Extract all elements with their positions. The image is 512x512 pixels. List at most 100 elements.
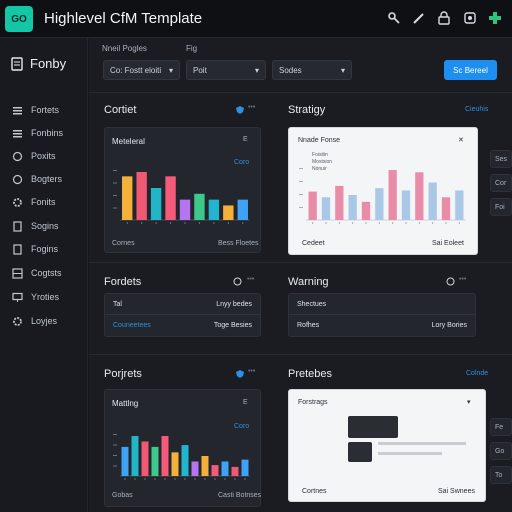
table-row[interactable]: Couneetees Toge Besies bbox=[105, 315, 260, 336]
close-icon[interactable]: ✕ bbox=[458, 137, 464, 144]
side-card[interactable]: Go bbox=[490, 442, 512, 460]
x-tick bbox=[134, 478, 136, 480]
filter-select-3[interactable]: Sodes ▾ bbox=[272, 60, 352, 80]
contact-card-link[interactable]: Coro bbox=[234, 159, 250, 166]
chevron-down-icon[interactable]: ▾ bbox=[467, 399, 471, 406]
sidebar bbox=[0, 38, 88, 512]
x-tick bbox=[184, 222, 186, 224]
sidebar-item-yroties[interactable]: Yroties bbox=[12, 289, 59, 305]
sidebar-item-label: Fortets bbox=[31, 105, 60, 115]
x-tick bbox=[312, 222, 314, 224]
gear-icon bbox=[13, 197, 22, 207]
ports-row2-right: Toge Besies bbox=[213, 322, 252, 329]
sidebar-item-fogins[interactable]: Fogins bbox=[12, 241, 58, 257]
x-tick bbox=[124, 478, 126, 480]
pencil-icon[interactable] bbox=[411, 10, 427, 26]
wrench-icon[interactable] bbox=[386, 10, 402, 26]
contact-section-title: Cortiet bbox=[104, 104, 137, 116]
more-icon[interactable]: ••• bbox=[247, 276, 255, 283]
projects-footer-right: Casti Botnses bbox=[218, 492, 262, 499]
chart-bar bbox=[208, 199, 220, 220]
card-corner-badge[interactable]: E bbox=[243, 399, 248, 406]
filter-select-1[interactable]: Co: Fostt eloiti ▾ bbox=[103, 60, 180, 80]
pretebes-link[interactable]: Colnde bbox=[466, 370, 489, 377]
pretebes-card bbox=[288, 389, 486, 502]
side-card[interactable]: Ses bbox=[490, 150, 512, 168]
x-tick bbox=[198, 222, 200, 224]
contact-footer-left: Cornes bbox=[112, 240, 135, 247]
x-tick bbox=[170, 222, 172, 224]
x-tick bbox=[365, 222, 367, 224]
settings-icon[interactable] bbox=[462, 10, 478, 26]
shield-icon[interactable] bbox=[236, 370, 244, 378]
chart-bar bbox=[428, 182, 437, 220]
skeleton-line bbox=[378, 452, 442, 455]
legend-item-1: Foisitin bbox=[312, 152, 328, 158]
x-tick bbox=[164, 478, 166, 480]
filter-select-2[interactable]: Poit ▾ bbox=[186, 60, 266, 80]
more-icon[interactable]: ••• bbox=[248, 368, 256, 375]
x-tick bbox=[144, 478, 146, 480]
preview-block[interactable] bbox=[348, 416, 398, 438]
chart-bar bbox=[191, 461, 199, 476]
more-icon[interactable]: ••• bbox=[459, 276, 467, 283]
primary-action-button[interactable]: Sc Bereel bbox=[444, 60, 497, 80]
y-tick bbox=[113, 207, 117, 209]
pretebes-footer-left: Cortnes bbox=[302, 488, 327, 495]
sidebar-item-fonbins[interactable]: Fonbins bbox=[12, 125, 63, 141]
monitor-icon bbox=[12, 292, 23, 302]
info-icon[interactable] bbox=[233, 277, 242, 286]
sidebar-item-label: Fonbins bbox=[31, 128, 64, 138]
strategy-link[interactable]: Cieuhis bbox=[465, 106, 489, 113]
side-card[interactable]: Foi bbox=[490, 198, 512, 216]
filter-select-3-value: Sodes bbox=[279, 65, 302, 75]
add-icon[interactable] bbox=[487, 10, 503, 26]
chart-bar bbox=[231, 466, 239, 476]
chart-bar bbox=[335, 185, 344, 220]
x-tick bbox=[378, 222, 380, 224]
preview-block[interactable] bbox=[348, 442, 372, 462]
chart-bar bbox=[241, 459, 249, 476]
table-row[interactable]: Shectues bbox=[289, 294, 475, 315]
contact-footer-right: Bess Floetes bbox=[218, 240, 259, 247]
strategy-footer-right: Sai Eoleet bbox=[432, 240, 464, 247]
sidebar-item-sogins[interactable]: Sogins bbox=[12, 218, 59, 234]
list-icon bbox=[13, 129, 22, 137]
y-tick bbox=[299, 168, 303, 169]
sidebar-item-label: Cogtsts bbox=[31, 268, 62, 278]
sidebar-item-label: Yroties bbox=[31, 292, 60, 302]
filter-label-1: Nneil Pogles bbox=[102, 44, 147, 53]
workspace-title-text: Fonby bbox=[30, 56, 67, 71]
side-card[interactable]: To bbox=[490, 466, 512, 484]
app-logo[interactable]: GO bbox=[5, 6, 33, 32]
sidebar-item-fonits[interactable]: Fonits bbox=[12, 194, 56, 210]
chart-bar bbox=[321, 197, 331, 220]
chart-bar bbox=[161, 436, 169, 476]
warning-row2-right: Lory Bories bbox=[431, 322, 467, 329]
table-row[interactable]: Tal Lnyy bedes bbox=[105, 294, 260, 315]
y-tick bbox=[113, 195, 117, 196]
card-corner-badge[interactable]: E bbox=[243, 136, 248, 143]
sidebar-item-fortets[interactable]: Fortets bbox=[12, 102, 59, 118]
table-row[interactable]: Rofhes Lory Bories bbox=[289, 315, 475, 336]
sidebar-item-poxits[interactable]: Poxits bbox=[12, 148, 56, 164]
shield-icon[interactable] bbox=[236, 106, 244, 114]
workspace-title[interactable]: Fonby bbox=[10, 56, 66, 71]
side-card[interactable]: Fe bbox=[490, 418, 512, 436]
warning-row1-left: Shectues bbox=[297, 300, 327, 308]
projects-card-link[interactable]: Coro bbox=[234, 423, 250, 430]
x-tick bbox=[224, 478, 226, 480]
chart-bar bbox=[348, 195, 357, 220]
pretebes-section-title: Pretebes bbox=[288, 368, 333, 380]
info-icon[interactable] bbox=[446, 277, 455, 286]
filter-select-1-value: Co: Fostt eloiti bbox=[110, 65, 162, 75]
sidebar-item-bogters[interactable]: Bogters bbox=[12, 171, 62, 187]
more-icon[interactable]: ••• bbox=[248, 104, 256, 111]
legend-item-3: Nonuir bbox=[312, 166, 327, 172]
lock-icon[interactable] bbox=[436, 10, 452, 26]
ports-card: Tal Lnyy bedes Couneetees Toge Besies bbox=[104, 293, 261, 337]
sidebar-item-cogtsts[interactable]: Cogtsts bbox=[12, 265, 62, 281]
sidebar-item-loyjes[interactable]: Loyjes bbox=[12, 313, 57, 329]
chart-bar bbox=[237, 199, 248, 220]
side-card[interactable]: Cor bbox=[490, 174, 512, 192]
